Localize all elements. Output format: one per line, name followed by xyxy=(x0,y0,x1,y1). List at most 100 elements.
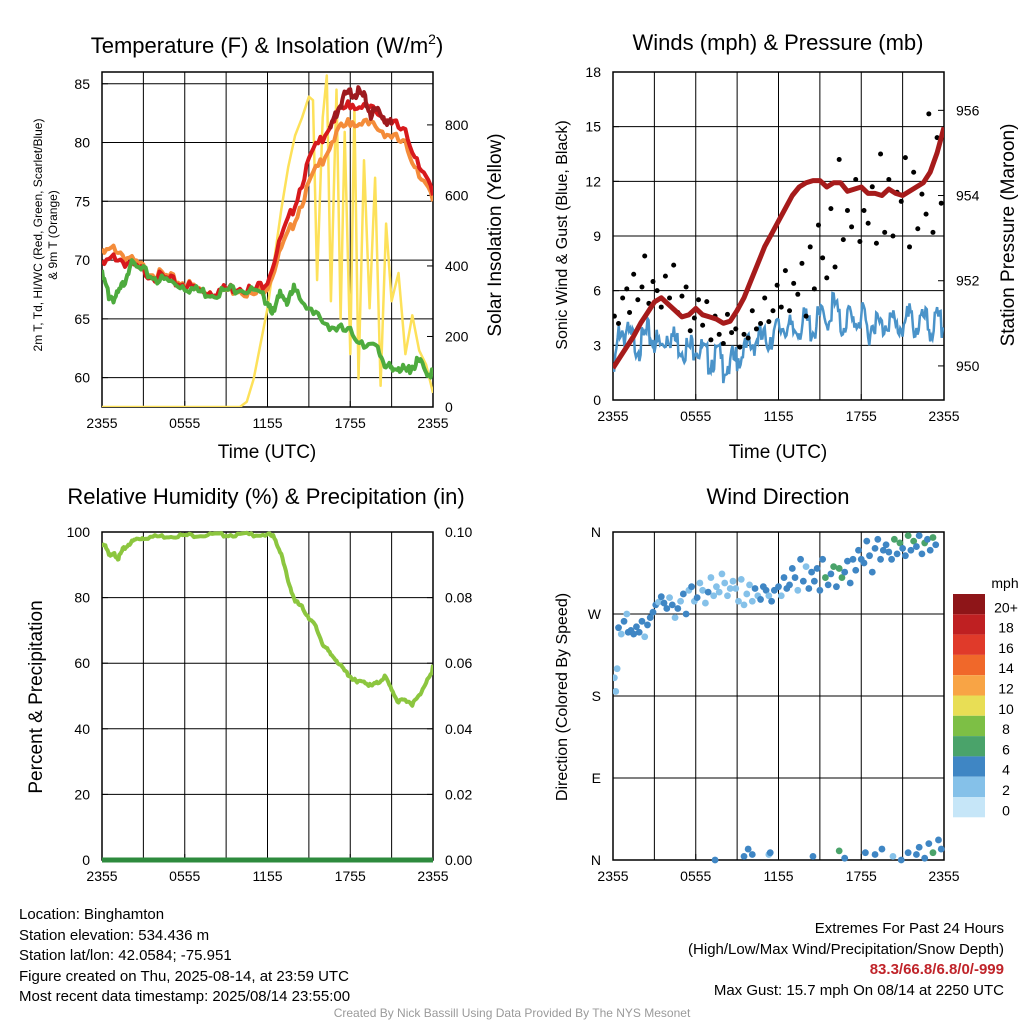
direction-point xyxy=(786,581,793,589)
direction-point xyxy=(897,856,905,864)
gust-point xyxy=(820,255,826,261)
direction-point xyxy=(878,845,886,853)
direction-point xyxy=(780,574,788,581)
x-tick-label: 2355 xyxy=(86,415,117,431)
direction-point xyxy=(737,575,745,583)
temperature-panel: Temperature (F) & Insolation (W/m2) Time… xyxy=(31,31,506,463)
y2-tick-label: 0.02 xyxy=(445,786,472,802)
gust-point xyxy=(741,331,747,337)
recent-timestamp: Most recent data timestamp: 2025/08/14 2… xyxy=(19,988,351,1005)
x-tick-label: 1755 xyxy=(846,408,877,424)
y-tick-label: 6 xyxy=(593,283,601,299)
legend-swatch xyxy=(953,797,985,818)
series-group xyxy=(102,530,433,863)
legend-swatch xyxy=(953,675,985,696)
direction-point xyxy=(929,849,937,857)
x-tick-label: 2355 xyxy=(597,408,628,424)
direction-point xyxy=(827,570,835,578)
direction-point xyxy=(615,624,622,632)
direction-point xyxy=(644,621,651,629)
gust-point xyxy=(791,280,797,286)
direction-point xyxy=(835,847,843,855)
pressure-line xyxy=(613,126,944,370)
gust-point xyxy=(886,177,892,183)
x-tick-label: 1755 xyxy=(335,868,366,884)
y-tick-label: 80 xyxy=(74,590,90,606)
direction-point xyxy=(748,597,756,605)
direction-point xyxy=(841,568,849,576)
x-tick-label: 1155 xyxy=(763,408,793,424)
gust-point xyxy=(737,344,743,350)
gust-point xyxy=(898,198,904,204)
series-group xyxy=(613,532,945,864)
y2-tick-label: 0 xyxy=(445,399,453,415)
gust-point xyxy=(873,240,879,246)
temperature-y-axis-label-line1: 2m T, Td, HI/WC (Red, Green, Scarlet/Blu… xyxy=(31,119,45,352)
direction-point xyxy=(762,586,770,594)
direction-point xyxy=(707,574,715,581)
direction-point xyxy=(890,535,898,543)
direction-point xyxy=(711,856,719,864)
gust-point xyxy=(938,200,944,206)
direction-point xyxy=(932,541,940,549)
legend-swatch xyxy=(953,614,985,635)
gust-point xyxy=(911,169,917,175)
legend-swatch xyxy=(953,634,985,655)
legend-swatch xyxy=(953,695,985,716)
gust-point xyxy=(844,207,850,213)
direction-point xyxy=(860,559,868,567)
direction-point xyxy=(855,546,862,554)
station-info: Location: Binghamton Station elevation: … xyxy=(19,905,350,1008)
legend-swatch xyxy=(953,756,985,777)
direction-point xyxy=(718,570,726,578)
gust-point xyxy=(803,313,809,319)
direction-point xyxy=(882,541,890,549)
gust-point xyxy=(869,184,875,190)
x-tick-label: 2355 xyxy=(417,868,448,884)
direction-point xyxy=(633,623,640,631)
direction-point xyxy=(868,568,876,576)
y-tick-label: 100 xyxy=(67,524,91,540)
y2-tick-label: 0.10 xyxy=(445,524,472,540)
direction-point xyxy=(799,577,807,585)
direction-point xyxy=(813,565,821,572)
direction-point xyxy=(907,546,915,554)
direction-point xyxy=(635,628,643,636)
temperature-x-axis-label: Time (UTC) xyxy=(218,442,317,463)
gust-point xyxy=(691,315,697,321)
direction-point xyxy=(674,605,682,612)
direction-point xyxy=(688,583,696,591)
y2-tick-label: 0.08 xyxy=(445,590,472,606)
pressure-y-axis-label: Station Pressure (Maroon) xyxy=(998,124,1019,347)
station-latlon: Station lat/lon: 42.0584; -75.951 xyxy=(19,947,232,964)
direction-point xyxy=(740,601,748,609)
gust-point xyxy=(815,222,821,228)
gust-point xyxy=(824,275,830,281)
y-tick-label: 60 xyxy=(74,370,90,386)
gust-point xyxy=(799,260,805,266)
gust-point xyxy=(782,268,788,274)
direction-point xyxy=(879,546,887,554)
station-location: Location: Binghamton xyxy=(19,906,165,923)
gust-point xyxy=(807,244,813,250)
direction-point xyxy=(724,592,731,600)
y-tick-label: 65 xyxy=(74,311,90,327)
direction-point xyxy=(682,610,690,618)
y-tick-label: 80 xyxy=(74,135,90,151)
direction-point xyxy=(889,852,897,860)
direction-point xyxy=(638,617,646,625)
direction-point xyxy=(901,552,909,560)
wind-direction-panel: Wind Direction Direction (Colored By Spe… xyxy=(554,484,1019,884)
direction-point xyxy=(788,565,796,572)
direction-point xyxy=(830,563,838,571)
direction-point xyxy=(765,592,773,600)
y2-tick-label: 954 xyxy=(956,188,980,204)
direction-point xyxy=(748,851,756,858)
legend-label: 2 xyxy=(1002,782,1010,798)
direction-point xyxy=(904,849,912,857)
gust-point xyxy=(704,299,710,305)
figure-created: Figure created on Thu, 2025-08-14, at 23… xyxy=(19,967,349,985)
gust-point xyxy=(926,111,932,117)
gust-point xyxy=(836,156,842,162)
direction-point xyxy=(835,565,843,572)
